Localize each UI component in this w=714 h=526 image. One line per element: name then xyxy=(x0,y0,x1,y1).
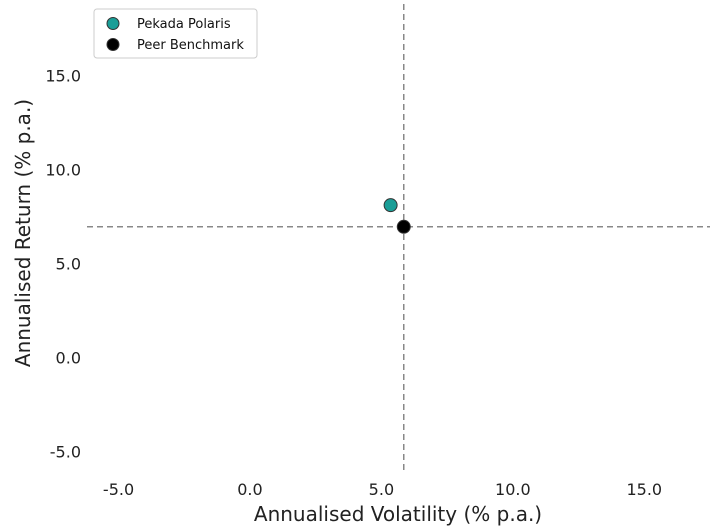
y-tick-label: -5.0 xyxy=(50,442,81,461)
x-tick-label: 0.0 xyxy=(237,480,262,499)
x-tick-label: 15.0 xyxy=(626,480,662,499)
legend-label-pekada-polaris: Pekada Polaris xyxy=(137,17,231,32)
x-axis-label: Annualised Volatility (% p.a.) xyxy=(254,502,542,526)
data-point-pekada-polaris xyxy=(383,198,398,213)
y-tick-label: 5.0 xyxy=(56,254,81,273)
data-points xyxy=(383,198,411,234)
x-axis-ticks: -5.0 0.0 5.0 10.0 15.0 xyxy=(103,480,662,499)
y-tick-label: 10.0 xyxy=(45,160,81,179)
data-point-peer-benchmark xyxy=(396,219,411,234)
y-axis-ticks: -5.0 0.0 5.0 10.0 15.0 xyxy=(45,66,81,461)
reference-lines xyxy=(87,4,710,474)
x-tick-label: 10.0 xyxy=(495,480,531,499)
y-tick-label: 0.0 xyxy=(56,348,81,367)
y-tick-label: 15.0 xyxy=(45,66,81,85)
legend-marker-peer-benchmark xyxy=(106,38,120,51)
legend-marker-pekada-polaris xyxy=(106,17,120,30)
legend-label-peer-benchmark: Peer Benchmark xyxy=(137,38,244,53)
legend-box xyxy=(93,8,258,59)
x-tick-label: 5.0 xyxy=(369,480,394,499)
x-tick-label: -5.0 xyxy=(103,480,134,499)
y-axis-label: Annualised Return (% p.a.) xyxy=(11,99,35,367)
legend: Pekada Polaris Peer Benchmark xyxy=(93,8,258,59)
